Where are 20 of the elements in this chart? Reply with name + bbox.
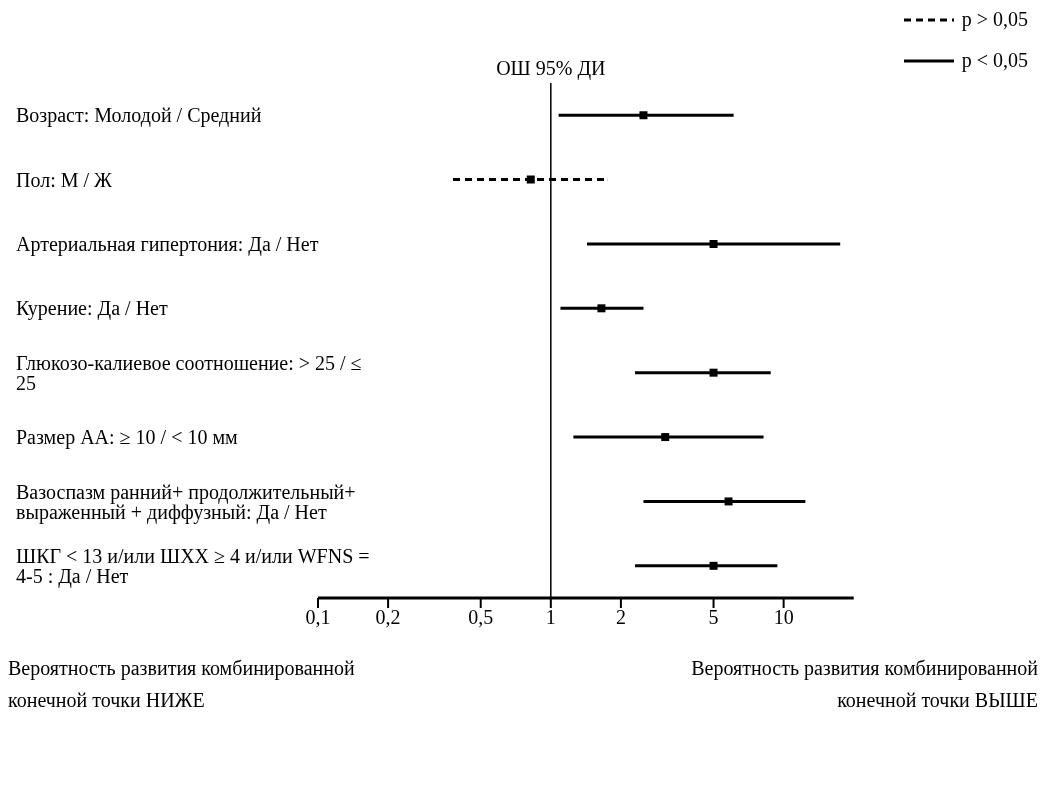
- y-tick-label: ШКГ < 13 и/или ШХХ ≥ 4 и/или WFNS = 4-5 : Да / Нет: [16, 544, 370, 588]
- legend-label: p > 0,05: [961, 8, 1028, 31]
- legend-label: p < 0,05: [961, 49, 1028, 72]
- y-tick-label: Возраст: Молодой / Средний: [16, 104, 262, 128]
- text: Вероятность развития комбинированной конечной точки НИЖЕ: [8, 656, 356, 713]
- x-tick-label: 5: [708, 606, 719, 629]
- x-tick-label: 0,5: [468, 606, 494, 629]
- ref-line-label: ОШ 95% ДИ: [496, 57, 606, 80]
- x-tick-label: 2: [615, 606, 626, 629]
- text: Вероятность развития комбинированной конечной точки ВЫШЕ: [690, 656, 1038, 713]
- y-tick-label: Артериальная гипертония: Да / Нет: [16, 233, 319, 257]
- y-tick-label: Глюкозо-калиевое соотношение: > 25 / ≤ 25: [16, 351, 362, 394]
- y-tick-label: Курение: Да / Нет: [16, 297, 168, 321]
- y-tick-label: Размер АА: ≥ 10 / < 10 мм: [16, 426, 239, 450]
- y-tick-label: Пол: М / Ж: [16, 168, 113, 191]
- x-tick-label: 10: [773, 606, 794, 629]
- x-tick-label: 0,1: [305, 606, 331, 629]
- x-tick-label: 0,2: [375, 606, 401, 629]
- x-tick-label: 1: [545, 606, 556, 629]
- y-tick-label: Вазоспазм ранний+ продолжительный+ выраженный + диффузный: Да / Нет: [16, 480, 356, 524]
